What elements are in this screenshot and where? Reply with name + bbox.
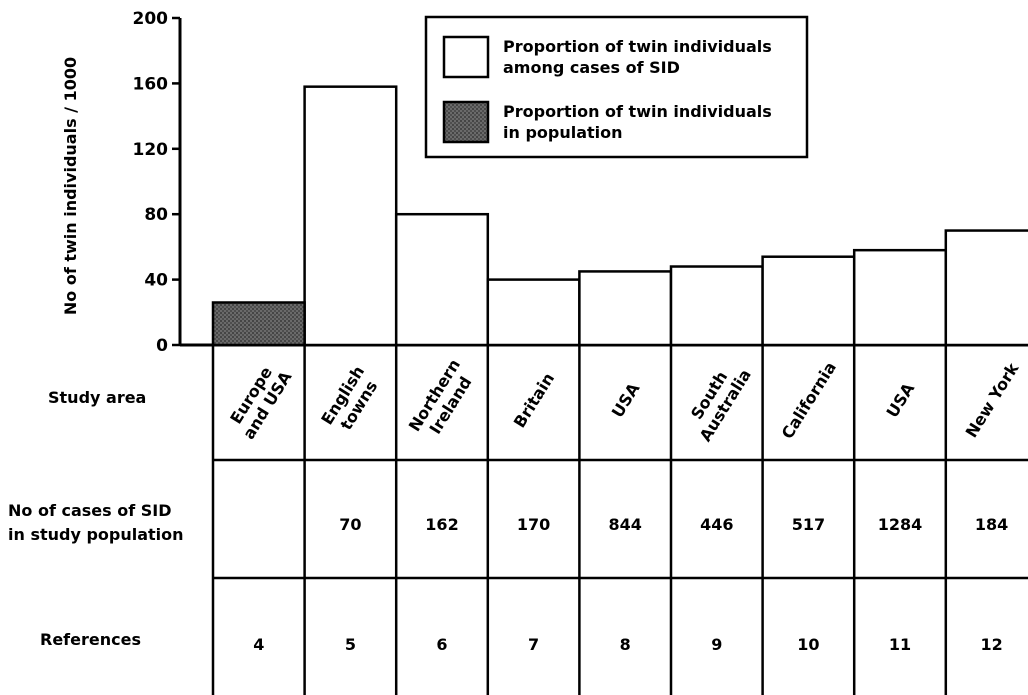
legend-swatch-population — [442, 100, 490, 144]
bar-sid-cases — [394, 212, 490, 347]
cases-count: 162 — [425, 515, 458, 534]
study-area-label: Britain — [510, 369, 558, 431]
y-tick-label: 160 — [133, 74, 169, 94]
row-label-references: References — [40, 630, 141, 649]
cases-count: 844 — [608, 515, 641, 534]
reference-number: 9 — [711, 635, 722, 654]
legend-label-sid-line1: Proportion of twin individuals — [503, 37, 772, 56]
legend-label-population-line2: in population — [503, 123, 623, 142]
cases-count: 1284 — [878, 515, 923, 534]
table-grid — [211, 345, 1028, 695]
reference-number: 7 — [528, 635, 539, 654]
cases-count: 446 — [700, 515, 733, 534]
legend: Proportion of twin individuals among cas… — [424, 15, 809, 159]
row-label-study-area: Study area — [48, 388, 146, 407]
cases-count: 70 — [339, 515, 361, 534]
bar-sid-cases — [303, 85, 398, 347]
study-area-label: USA — [608, 379, 644, 421]
study-area-text: USA — [883, 379, 919, 421]
bar-sid-cases — [578, 270, 673, 347]
study-area-text: Britain — [510, 369, 558, 431]
study-area-text: New York — [962, 359, 1023, 441]
data-table: Study area No of cases of SID in study p… — [8, 345, 1028, 695]
y-tick-label: 200 — [133, 9, 169, 29]
y-axis: 200 160 120 80 40 0 No of twin individuals / … — [61, 9, 182, 356]
bar-sid-cases — [669, 265, 764, 347]
y-tick-label: 40 — [144, 271, 168, 291]
cases-count: 170 — [517, 515, 550, 534]
study-area-label: New York — [962, 359, 1023, 441]
bar-sid-cases — [486, 278, 581, 347]
row-label-cases-line2: in study population — [8, 525, 184, 544]
y-tick-label: 0 — [156, 336, 168, 356]
row-label-cases-line1: No of cases of SID — [8, 501, 172, 520]
reference-number: 4 — [253, 635, 264, 654]
reference-number: 10 — [797, 635, 819, 654]
bar-sid-cases — [761, 255, 856, 347]
cases-count: 184 — [975, 515, 1008, 534]
reference-number: 6 — [436, 635, 447, 654]
reference-number: 5 — [345, 635, 356, 654]
bar-sid-cases — [852, 248, 948, 347]
y-tick-label: 120 — [133, 140, 169, 160]
y-tick-label: 80 — [144, 205, 168, 225]
study-area-text: California — [778, 358, 840, 442]
bars — [211, 85, 1028, 347]
y-axis-title: No of twin individuals / 1000 — [61, 57, 80, 315]
study-area-text: USA — [608, 379, 644, 421]
reference-number: 12 — [980, 635, 1002, 654]
bar-population — [211, 301, 306, 347]
legend-swatch-sid — [442, 35, 490, 79]
legend-box — [424, 15, 809, 159]
reference-number: 8 — [620, 635, 631, 654]
cases-count: 517 — [792, 515, 825, 534]
study-area-label: California — [778, 358, 840, 442]
bar-sid-cases — [944, 229, 1028, 347]
legend-label-population-line1: Proportion of twin individuals — [503, 102, 772, 121]
legend-label-sid-line2: among cases of SID — [503, 58, 680, 77]
reference-number: 11 — [889, 635, 911, 654]
study-area-label: USA — [883, 379, 919, 421]
